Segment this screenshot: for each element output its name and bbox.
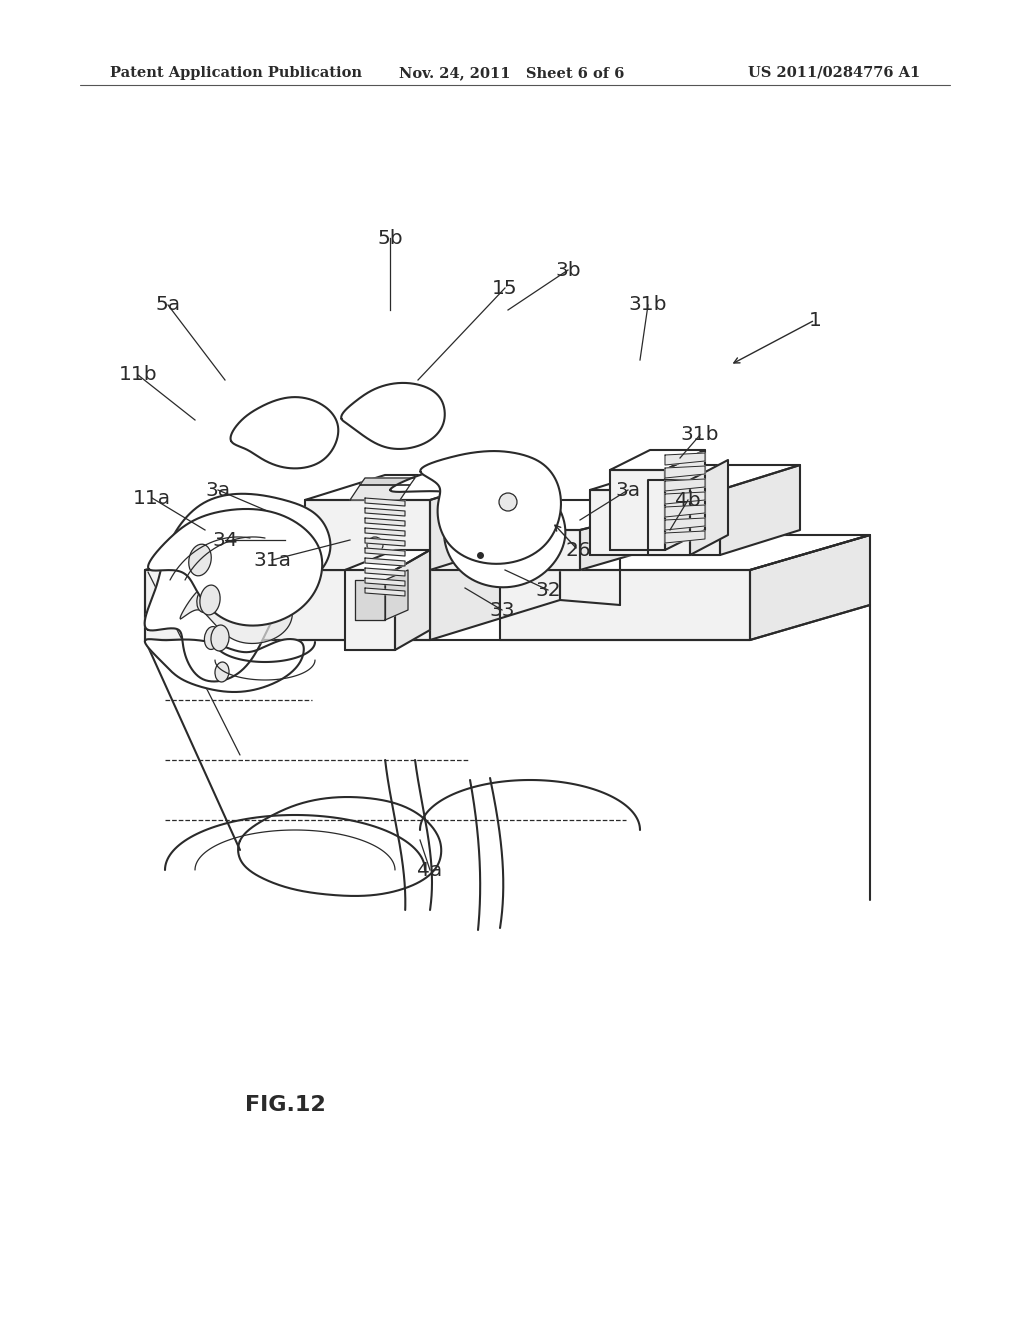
- Polygon shape: [580, 500, 700, 570]
- Ellipse shape: [188, 544, 211, 576]
- Polygon shape: [610, 450, 705, 470]
- Polygon shape: [610, 470, 665, 550]
- Polygon shape: [690, 459, 728, 554]
- Text: FIG.12: FIG.12: [245, 1096, 326, 1115]
- Polygon shape: [360, 478, 415, 484]
- Text: 3b: 3b: [555, 260, 581, 280]
- Text: 34: 34: [212, 531, 238, 549]
- Text: 15: 15: [493, 279, 518, 297]
- Ellipse shape: [205, 627, 219, 649]
- Ellipse shape: [211, 626, 229, 651]
- Polygon shape: [365, 587, 406, 597]
- Polygon shape: [341, 383, 444, 449]
- Text: 31a: 31a: [253, 550, 291, 569]
- Text: 11b: 11b: [119, 366, 158, 384]
- Circle shape: [499, 492, 517, 511]
- Polygon shape: [345, 570, 395, 649]
- Text: 31b: 31b: [681, 425, 719, 445]
- Text: US 2011/0284776 A1: US 2011/0284776 A1: [748, 66, 920, 81]
- Polygon shape: [365, 539, 406, 546]
- Polygon shape: [665, 517, 705, 531]
- Polygon shape: [145, 531, 560, 570]
- Circle shape: [367, 537, 383, 553]
- Polygon shape: [665, 492, 705, 504]
- Text: 5a: 5a: [156, 296, 180, 314]
- Polygon shape: [665, 531, 705, 543]
- Polygon shape: [148, 510, 323, 626]
- Polygon shape: [430, 475, 510, 570]
- Ellipse shape: [185, 546, 205, 574]
- Text: 3a: 3a: [615, 480, 641, 499]
- Polygon shape: [305, 500, 430, 570]
- Polygon shape: [590, 465, 800, 490]
- Text: Patent Application Publication: Patent Application Publication: [110, 66, 362, 81]
- Polygon shape: [280, 531, 580, 570]
- Polygon shape: [365, 517, 406, 525]
- Polygon shape: [590, 490, 720, 554]
- Polygon shape: [180, 572, 293, 643]
- Polygon shape: [280, 500, 700, 531]
- Polygon shape: [500, 535, 870, 570]
- Polygon shape: [355, 579, 385, 620]
- Polygon shape: [365, 568, 406, 576]
- Polygon shape: [385, 570, 408, 620]
- Text: 1: 1: [809, 310, 821, 330]
- Polygon shape: [365, 578, 406, 586]
- Polygon shape: [365, 528, 406, 536]
- Polygon shape: [648, 480, 690, 554]
- Polygon shape: [665, 479, 705, 491]
- Polygon shape: [500, 570, 750, 640]
- Polygon shape: [390, 467, 565, 587]
- Text: Nov. 24, 2011   Sheet 6 of 6: Nov. 24, 2011 Sheet 6 of 6: [399, 66, 625, 81]
- Polygon shape: [720, 465, 800, 554]
- Polygon shape: [365, 548, 406, 556]
- Polygon shape: [665, 466, 705, 478]
- Text: 33: 33: [489, 601, 515, 619]
- Polygon shape: [665, 506, 705, 517]
- Polygon shape: [430, 531, 560, 640]
- Polygon shape: [365, 498, 406, 506]
- Circle shape: [496, 517, 520, 543]
- Polygon shape: [145, 570, 430, 640]
- Polygon shape: [365, 558, 406, 566]
- Polygon shape: [420, 451, 561, 564]
- Polygon shape: [750, 535, 870, 640]
- Ellipse shape: [200, 585, 220, 615]
- Polygon shape: [345, 550, 430, 570]
- Polygon shape: [665, 453, 705, 465]
- Polygon shape: [350, 484, 410, 500]
- Text: 11a: 11a: [133, 488, 171, 507]
- Text: 3a: 3a: [206, 480, 230, 499]
- Ellipse shape: [197, 587, 213, 612]
- Text: 26: 26: [565, 540, 591, 560]
- Text: 5b: 5b: [377, 228, 402, 248]
- Polygon shape: [665, 450, 705, 550]
- Polygon shape: [395, 550, 430, 649]
- Ellipse shape: [215, 663, 229, 682]
- Polygon shape: [230, 397, 338, 469]
- Polygon shape: [365, 508, 406, 516]
- Text: 4a: 4a: [418, 861, 442, 879]
- Polygon shape: [144, 639, 304, 692]
- Text: 4b: 4b: [675, 491, 700, 510]
- Polygon shape: [144, 494, 331, 681]
- Polygon shape: [305, 475, 510, 500]
- Text: 32: 32: [536, 581, 561, 599]
- Text: 31b: 31b: [629, 296, 668, 314]
